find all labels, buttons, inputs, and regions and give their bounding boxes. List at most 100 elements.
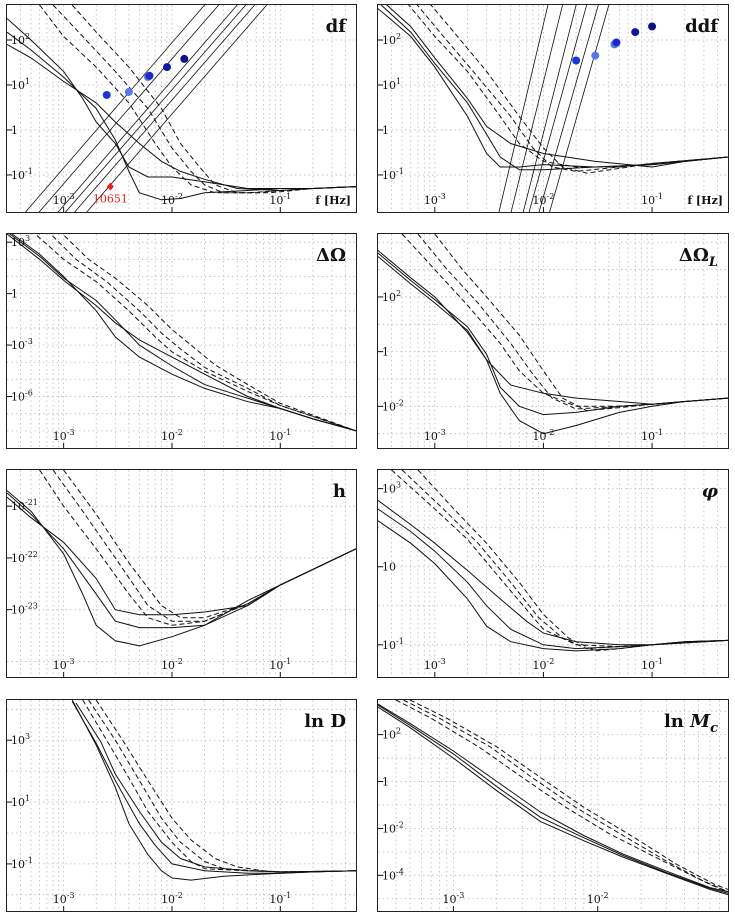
series-line-2 xyxy=(7,43,356,192)
series-line-4 xyxy=(416,5,728,172)
grid xyxy=(378,234,728,448)
chart-title: ΔΩL xyxy=(679,245,718,270)
x-tick-label: 10-2 xyxy=(161,192,183,207)
y-tick-label: 10 xyxy=(382,561,396,574)
reference-line xyxy=(74,5,255,212)
chart-title: ddf xyxy=(685,16,719,37)
y-tick-label: 101 xyxy=(11,77,30,92)
reference-line xyxy=(57,5,238,212)
plot-df: 10651 102 101 1 10-1 10-3 10-2 10-1 f [Hz] df xyxy=(6,4,357,213)
chart-title: h xyxy=(333,481,346,502)
series-line-4 xyxy=(49,234,356,432)
x-tick-label: 10-1 xyxy=(269,657,291,672)
y-tick-label: 101 xyxy=(382,77,401,92)
chart-svg-0: 10651 102 101 1 10-1 10-3 10-2 10-1 f [Hz] df xyxy=(7,5,356,212)
plot-area xyxy=(378,234,728,435)
x-tick-label: 10-1 xyxy=(269,192,291,207)
y-tick-label: 10-1 xyxy=(382,167,404,182)
plot-delta-omega-l: 102 1 10-2 10-3 10-2 10-1 ΔΩL xyxy=(377,233,729,449)
x-tick-label: 10-3 xyxy=(424,192,446,207)
marker-point xyxy=(612,38,621,47)
plot-phi: 103 10 10-1 10-3 10-2 10-1 φ xyxy=(377,469,729,678)
x-axis-label: f [Hz] xyxy=(315,194,351,207)
y-tick-label: 102 xyxy=(382,727,401,742)
marker-point xyxy=(124,87,133,96)
marker-point xyxy=(572,56,581,65)
y-tick-label: 1 xyxy=(382,346,389,359)
y-tick-label: 103 xyxy=(11,234,30,249)
x-tick-label: 10-1 xyxy=(269,428,291,443)
plot-ln-mc: 102 1 10-2 10-4 10-3 10-2 ln Mc xyxy=(377,699,729,912)
series-line-3 xyxy=(395,700,728,893)
grid xyxy=(378,5,728,212)
plot-area xyxy=(7,234,356,432)
chart-svg-3: 102 1 10-2 10-3 10-2 10-1 ΔΩL xyxy=(378,234,728,448)
x-tick-label: 10-1 xyxy=(641,657,663,672)
y-tick-label: 10-6 xyxy=(11,389,33,404)
chart-svg-5: 103 10 10-1 10-3 10-2 10-1 φ xyxy=(378,470,728,677)
x-tick-label: 10-2 xyxy=(161,657,183,672)
y-tick-label: 101 xyxy=(11,794,30,809)
y-tick-label: 10-1 xyxy=(11,167,33,182)
grid xyxy=(378,470,728,677)
y-tick-label: 1 xyxy=(382,124,389,137)
x-tick-label: 10-3 xyxy=(53,428,75,443)
plot-ddf: 102 101 1 10-1 10-3 10-2 10-1 f [Hz] ddf xyxy=(377,4,729,213)
series-line-4 xyxy=(417,234,728,410)
series-line-3 xyxy=(39,5,356,194)
series-line-2 xyxy=(378,256,728,435)
reference-line xyxy=(25,5,205,212)
series-line-1 xyxy=(7,31,356,201)
reference-line xyxy=(510,5,563,212)
marker-point xyxy=(648,22,657,31)
series-line-5 xyxy=(430,5,728,174)
marker-point xyxy=(163,63,172,72)
y-tick-label: 102 xyxy=(382,32,401,47)
x-axis-label: f [Hz] xyxy=(687,194,723,207)
y-tick-label: 102 xyxy=(382,289,401,304)
x-tick-label: 10-2 xyxy=(533,657,555,672)
plot-area xyxy=(378,5,728,212)
chart-svg-6: 103 101 10-1 10-3 10-2 10-1 ln D xyxy=(7,700,356,911)
x-tick-label: 10-3 xyxy=(53,657,75,672)
y-tick-label: 103 xyxy=(382,481,401,496)
chart-svg-1: 102 101 1 10-1 10-3 10-2 10-1 f [Hz] ddf xyxy=(378,5,728,212)
x-tick-label: 10-1 xyxy=(269,891,291,906)
series-line-0 xyxy=(7,490,356,647)
y-tick-label: 1 xyxy=(11,288,18,301)
series-line-4 xyxy=(88,700,356,873)
y-tick-label: 10-21 xyxy=(11,498,38,513)
y-tick-label: 102 xyxy=(11,32,30,47)
marker-point xyxy=(591,51,600,60)
marker-point xyxy=(631,28,640,37)
series-line-2 xyxy=(7,496,356,616)
series-line-5 xyxy=(61,234,356,432)
reference-line xyxy=(86,5,268,212)
series-line-5 xyxy=(417,470,728,652)
x-tick-label: 10-2 xyxy=(161,428,183,443)
y-tick-label: 10-4 xyxy=(382,867,404,882)
plot-delta-omega: 103 1 10-3 10-6 10-3 10-2 10-1 ΔΩ xyxy=(6,233,357,449)
series-line-2 xyxy=(378,706,728,896)
x-tick-label: 10-3 xyxy=(424,428,446,443)
x-tick-label: 10-1 xyxy=(641,428,663,443)
x-tick-label: 10-2 xyxy=(533,428,555,443)
chart-title: φ xyxy=(702,481,719,502)
y-tick-label: 10-1 xyxy=(11,856,33,871)
series-line-3 xyxy=(34,234,356,432)
y-tick-label: 103 xyxy=(11,732,30,747)
reference-line xyxy=(498,5,549,212)
chart-svg-2: 103 1 10-3 10-6 10-3 10-2 10-1 ΔΩ xyxy=(7,234,356,448)
x-tick-label: 10-3 xyxy=(53,192,75,207)
reference-line xyxy=(549,5,610,212)
chart-title: ΔΩ xyxy=(316,245,346,266)
y-tick-label: 10-23 xyxy=(11,602,38,617)
series-line-1 xyxy=(7,492,356,629)
series-line-3 xyxy=(82,700,356,873)
y-tick-label: 10-3 xyxy=(11,337,33,352)
grid xyxy=(7,470,356,677)
marker-diamond xyxy=(106,182,114,191)
series-line-0 xyxy=(386,5,728,168)
chart-svg-7: 102 1 10-2 10-4 10-3 10-2 ln Mc xyxy=(378,700,728,911)
plot-ln-d: 103 101 10-1 10-3 10-2 10-1 ln D xyxy=(6,699,357,912)
